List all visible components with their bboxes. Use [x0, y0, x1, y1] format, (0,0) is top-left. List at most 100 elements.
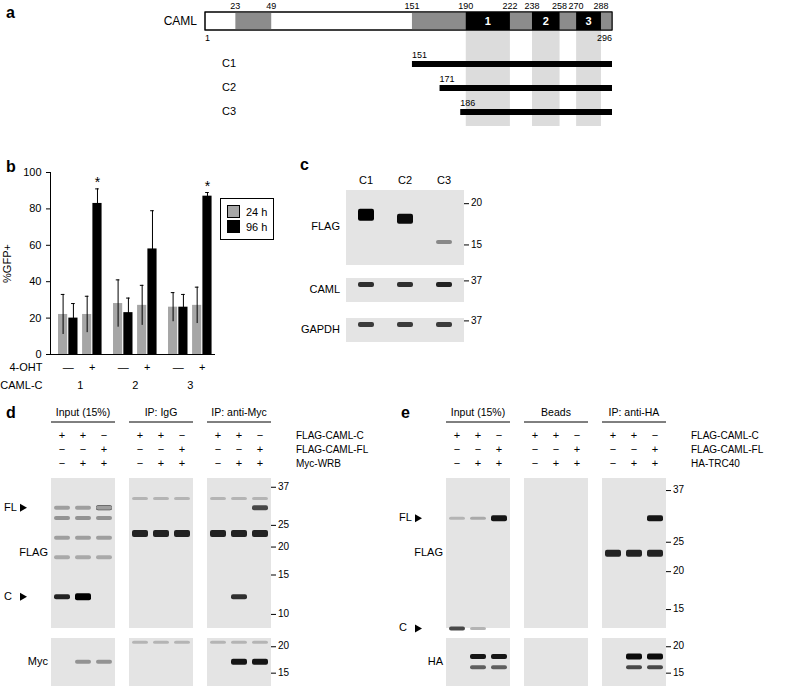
svg-text:FLAG-CAML-C: FLAG-CAML-C — [691, 430, 759, 441]
svg-text:−: − — [137, 457, 143, 469]
svg-text:−: − — [59, 457, 65, 469]
svg-text:258: 258 — [552, 1, 567, 11]
svg-text:C3: C3 — [222, 105, 236, 117]
svg-text:FLAG: FLAG — [19, 546, 48, 558]
svg-text:HA-TRC40: HA-TRC40 — [691, 458, 740, 469]
svg-text:FLAG-CAML-FL: FLAG-CAML-FL — [296, 444, 369, 455]
svg-text:1: 1 — [77, 379, 83, 391]
svg-text:+: + — [610, 429, 616, 441]
svg-text:20: 20 — [673, 565, 685, 576]
svg-text:+: + — [101, 457, 107, 469]
svg-text:222: 222 — [502, 1, 517, 11]
svg-text:15: 15 — [673, 667, 685, 678]
svg-text:1: 1 — [485, 15, 491, 27]
svg-text:+: + — [574, 457, 580, 469]
svg-text:FLAG-CAML-FL: FLAG-CAML-FL — [691, 444, 764, 455]
svg-text:−: − — [158, 443, 164, 455]
svg-text:—: — — [118, 361, 129, 373]
svg-text:Beads: Beads — [541, 406, 571, 418]
svg-text:+: + — [158, 457, 164, 469]
svg-text:−: − — [59, 443, 65, 455]
svg-text:+: + — [496, 443, 502, 455]
svg-text:CAML: CAML — [309, 283, 340, 295]
svg-text:+: + — [179, 443, 185, 455]
svg-text:151: 151 — [412, 50, 427, 60]
svg-text:+: + — [215, 429, 221, 441]
svg-text:−: − — [610, 457, 616, 469]
svg-text:−: − — [454, 443, 460, 455]
svg-text:e: e — [401, 404, 410, 421]
svg-text:186: 186 — [460, 98, 475, 108]
svg-text:IP: anti-Myc: IP: anti-Myc — [211, 406, 266, 418]
svg-text:+: + — [496, 457, 502, 469]
svg-text:c: c — [300, 156, 309, 173]
svg-text:−: − — [532, 457, 538, 469]
svg-text:+: + — [532, 429, 538, 441]
svg-text:C3: C3 — [437, 174, 451, 186]
svg-text:171: 171 — [440, 74, 455, 84]
svg-text:Input (15%): Input (15%) — [56, 406, 110, 418]
svg-text:100: 100 — [23, 166, 41, 178]
svg-text:+: + — [574, 443, 580, 455]
svg-text:−: − — [475, 443, 481, 455]
svg-text:151: 151 — [404, 1, 419, 11]
svg-text:Myc: Myc — [28, 655, 49, 667]
svg-text:288: 288 — [593, 1, 608, 11]
svg-text:25: 25 — [278, 519, 290, 530]
svg-text:37: 37 — [471, 275, 483, 286]
svg-text:+: + — [631, 429, 637, 441]
svg-text:−: − — [631, 443, 637, 455]
svg-text:296: 296 — [597, 33, 612, 43]
svg-text:1: 1 — [205, 33, 210, 43]
svg-text:GAPDH: GAPDH — [301, 323, 340, 335]
svg-text:−: − — [532, 443, 538, 455]
svg-text:20: 20 — [278, 640, 290, 651]
svg-text:+: + — [652, 443, 658, 455]
svg-text:−: − — [454, 457, 460, 469]
svg-text:15: 15 — [673, 603, 685, 614]
svg-text:+: + — [89, 361, 95, 373]
svg-text:−: − — [215, 443, 221, 455]
svg-text:−: − — [257, 429, 263, 441]
svg-text:FLAG-CAML-C: FLAG-CAML-C — [296, 430, 364, 441]
svg-text:37: 37 — [673, 484, 685, 495]
svg-text:+: + — [631, 457, 637, 469]
svg-text:IP: anti-HA: IP: anti-HA — [609, 406, 660, 418]
svg-text:238: 238 — [524, 1, 539, 11]
svg-text:IP: IgG: IP: IgG — [145, 406, 178, 418]
svg-text:+: + — [475, 429, 481, 441]
svg-text:20: 20 — [29, 312, 41, 324]
svg-text:FLAG: FLAG — [414, 546, 443, 558]
svg-text:+: + — [80, 429, 86, 441]
svg-text:+: + — [199, 361, 205, 373]
svg-text:−: − — [236, 443, 242, 455]
svg-text:+: + — [179, 457, 185, 469]
svg-text:0: 0 — [35, 348, 41, 360]
svg-text:−: − — [137, 443, 143, 455]
svg-text:+: + — [257, 443, 263, 455]
svg-text:−: − — [101, 429, 107, 441]
svg-text:2: 2 — [132, 379, 138, 391]
svg-text:49: 49 — [266, 1, 276, 11]
svg-text:+: + — [454, 429, 460, 441]
svg-text:4-OHT: 4-OHT — [10, 361, 43, 373]
svg-text:+: + — [59, 429, 65, 441]
svg-text:FLAG: FLAG — [311, 220, 340, 232]
svg-text:3: 3 — [187, 379, 193, 391]
svg-text:−: − — [215, 457, 221, 469]
svg-text:FL: FL — [4, 501, 17, 513]
svg-text:+: + — [236, 457, 242, 469]
svg-text:*: * — [205, 178, 211, 194]
svg-text:15: 15 — [278, 569, 290, 580]
svg-text:+: + — [158, 429, 164, 441]
svg-text:2: 2 — [543, 15, 549, 27]
svg-text:−: − — [652, 429, 658, 441]
svg-text:25: 25 — [673, 536, 685, 547]
svg-text:C: C — [4, 590, 12, 602]
svg-text:+: + — [475, 457, 481, 469]
svg-text:40: 40 — [29, 275, 41, 287]
svg-text:—: — — [63, 361, 74, 373]
svg-text:20: 20 — [471, 197, 483, 208]
svg-text:d: d — [6, 404, 16, 421]
svg-text:+: + — [553, 429, 559, 441]
